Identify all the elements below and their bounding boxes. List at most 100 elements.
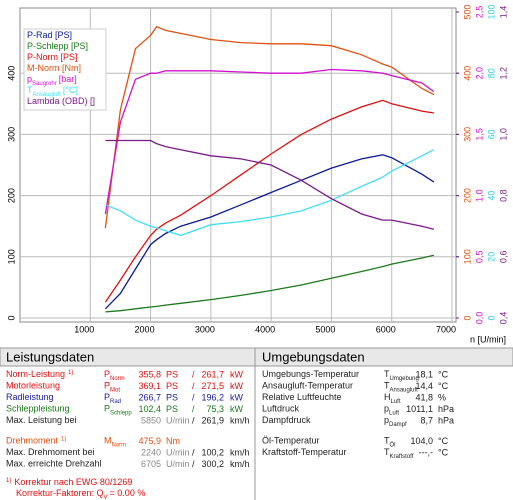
y-tick-label: 0 (462, 315, 472, 320)
row-label-text: Luftdruck (262, 404, 300, 414)
symbol: P (104, 404, 110, 414)
row-symbol: PMot (104, 381, 120, 393)
row-value: 2240 (141, 447, 161, 457)
row-unit: PS (166, 381, 178, 391)
row-label: Motorleistung (6, 381, 60, 391)
symbol: P (104, 381, 110, 391)
legend-text: [bar] (59, 74, 77, 84)
row-label-text: Motorleistung (6, 381, 60, 391)
row-unit: °C (438, 447, 449, 457)
legend-text: Saugrohr (32, 81, 57, 87)
series-line (104, 99, 435, 303)
row-unit: PS (166, 392, 178, 402)
x-tick-label: 6000 (376, 324, 396, 334)
row-value: 104,0 (410, 436, 433, 446)
row-value: 102,4 (138, 404, 161, 414)
y-tick-label: 100 (462, 249, 472, 264)
symbol-sub: Dampf (389, 422, 407, 428)
symbol: p (384, 404, 389, 414)
legend-entry: P-Schlepp [PS] (27, 41, 88, 51)
row-unit: °C (438, 381, 449, 391)
row-unit: U/min (166, 459, 190, 469)
row-label: Schleppleistung (6, 404, 70, 414)
row-label-text: Ansaugluft-Temperatur (262, 381, 353, 391)
y-tick-label: 2,0 (474, 67, 484, 80)
footnote: Korrektur-Faktoren: QV = 0.00 % (16, 488, 145, 500)
x-tick-label: 5000 (315, 324, 335, 334)
row-value: 14,4 (415, 381, 433, 391)
y-tick-label: 100 (6, 249, 16, 264)
row-symbol: TKraftstoff (384, 447, 414, 459)
row-value: 41,8 (415, 392, 433, 402)
row-label: Max. Drehmoment bei (6, 447, 95, 457)
row-symbol: PRad (104, 392, 121, 404)
row-note: 1) (61, 436, 66, 442)
y-tick-label: 300 (462, 127, 472, 142)
row-label: Drehmoment 1) (6, 436, 66, 446)
symbol: T (384, 447, 390, 457)
symbol-sub: Ansaugluft (390, 387, 419, 393)
legend-text: M-Norm [Nm] (27, 63, 81, 73)
row-sep: / (192, 404, 195, 414)
row-symbol: TUmgebung (384, 369, 419, 381)
y-tick-label: 1,2 (498, 67, 508, 80)
y-tick-label: 0,5 (474, 251, 484, 264)
legend-text: P-Rad [PS] (27, 30, 72, 40)
row-unit: Nm (166, 436, 180, 446)
row-label-text: Dampfdruck (262, 415, 311, 425)
y-tick-label: 400 (6, 66, 16, 81)
row-sep: / (192, 381, 195, 391)
row-sep: / (192, 369, 195, 379)
row-label-text: Max. Leistung bei (6, 415, 77, 425)
series-line (104, 154, 435, 310)
row-label: Max. Leistung bei (6, 415, 77, 425)
series-line (105, 254, 435, 313)
row-label-text: Schleppleistung (6, 404, 70, 414)
row-symbol: HLuft (384, 392, 401, 404)
row-value: 1011,1 (406, 404, 433, 414)
left-table-title: Leistungsdaten (6, 349, 94, 364)
row-label-text: Max. Drehmoment bei (6, 447, 95, 457)
row-label-text: Drehmoment (6, 436, 59, 446)
legend-entry: Lambda (OBD) [] (27, 96, 95, 106)
row-symbol: TAnsaugluft (384, 381, 418, 393)
row-unit: km/h (230, 459, 250, 469)
footnote-text: Korrektur-Faktoren: Q (16, 488, 104, 498)
symbol-sub: Rad (110, 399, 121, 405)
y-tick-label: 40 (486, 191, 496, 201)
row-value: 355,8 (138, 369, 161, 379)
legend-text: p (27, 74, 32, 84)
x-tick-label: 3000 (195, 324, 215, 334)
symbol-sub: Norm (112, 442, 127, 448)
y-tick-label: 0,4 (498, 312, 508, 325)
footnote: 1) Korrektur nach EWG 80/1269 (6, 477, 132, 487)
footnote-sub: V (104, 495, 108, 500)
symbol-sub: Mot (110, 387, 120, 393)
row-value: 196,2 (201, 392, 224, 402)
row-label: Ansaugluft-Temperatur (262, 381, 353, 391)
row-label-text: Max. erreichte Drehzahl (6, 459, 102, 469)
legend-text: T (27, 85, 33, 95)
row-unit: % (438, 392, 446, 402)
row-label: Relative Luftfeuchte (262, 392, 342, 402)
y-tick-label: 0,0 (474, 312, 484, 325)
y-tick-label: 200 (6, 188, 16, 203)
symbol: T (384, 381, 390, 391)
series-line (105, 139, 435, 230)
y-tick-label: 1,0 (498, 128, 508, 141)
row-sep: / (192, 459, 195, 469)
x-tick-label: 7000 (436, 324, 456, 334)
series-line (104, 68, 435, 215)
legend-text: P-Norm [PS] (27, 52, 78, 62)
row-symbol: PSchlepp (104, 404, 132, 416)
legend-text: [°C] (63, 85, 78, 95)
row-label: Umgebungs-Temperatur (262, 369, 359, 379)
legend-entry: M-Norm [Nm] (27, 63, 81, 73)
y-tick-label: 20 (486, 252, 496, 262)
row-label-text: Kraftstoff-Temperatur (262, 447, 346, 457)
symbol: H (384, 392, 391, 402)
row-value: 100,2 (201, 447, 224, 457)
row-label: Dampfdruck (262, 415, 311, 425)
footnote-text: = 0.00 % (110, 488, 146, 498)
